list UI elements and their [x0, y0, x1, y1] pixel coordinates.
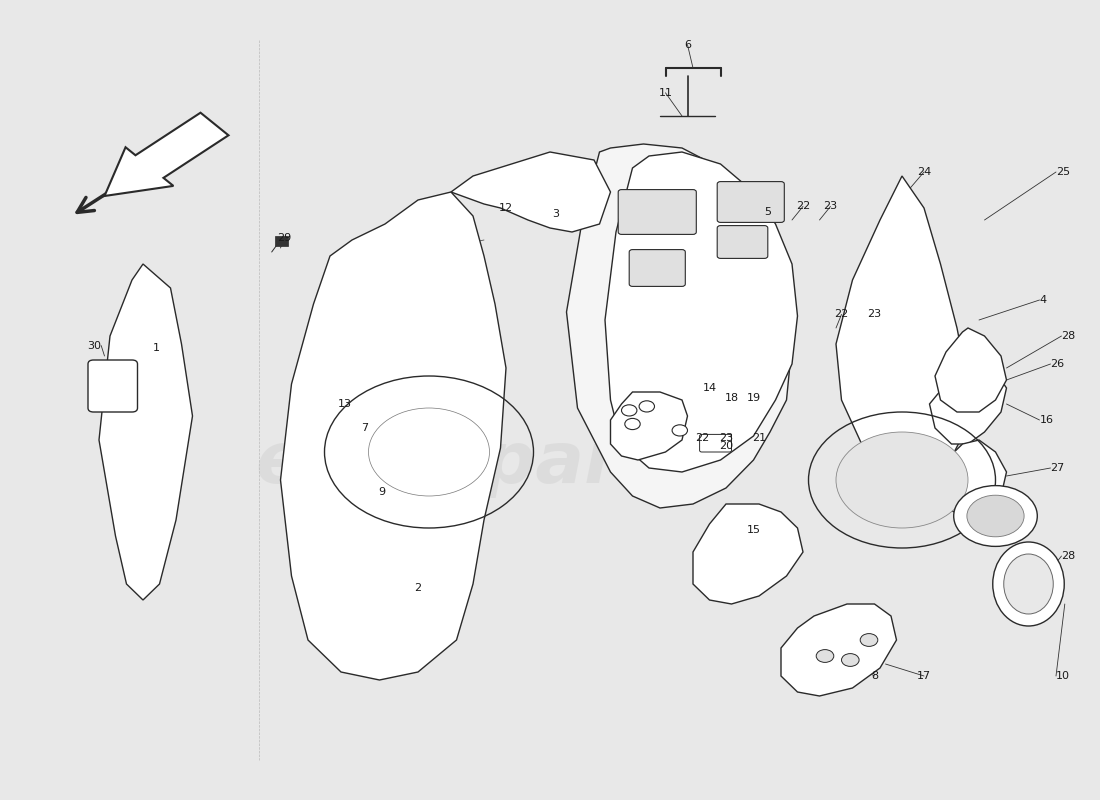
Polygon shape — [836, 176, 968, 480]
Text: 21: 21 — [752, 434, 766, 443]
Text: 22: 22 — [835, 310, 848, 319]
Text: 1: 1 — [153, 343, 159, 353]
Text: 22: 22 — [695, 434, 710, 443]
Text: 30: 30 — [87, 341, 101, 350]
FancyBboxPatch shape — [717, 182, 784, 222]
Polygon shape — [610, 392, 688, 460]
Circle shape — [816, 650, 834, 662]
FancyArrow shape — [104, 113, 229, 196]
Text: 19: 19 — [747, 394, 760, 403]
Polygon shape — [935, 440, 1006, 516]
FancyBboxPatch shape — [717, 226, 768, 258]
Ellipse shape — [992, 542, 1065, 626]
Circle shape — [954, 486, 1037, 546]
Polygon shape — [781, 604, 896, 696]
Text: 15: 15 — [747, 526, 760, 535]
Text: 5: 5 — [764, 207, 771, 217]
Text: 23: 23 — [824, 202, 837, 211]
Text: 3: 3 — [552, 210, 559, 219]
Text: 10: 10 — [1056, 671, 1070, 681]
Polygon shape — [99, 264, 192, 600]
Text: 6: 6 — [684, 40, 691, 50]
FancyBboxPatch shape — [629, 250, 685, 286]
Text: 13: 13 — [338, 399, 352, 409]
Text: 23: 23 — [868, 310, 881, 319]
Text: 23: 23 — [719, 434, 734, 443]
Text: 24: 24 — [917, 167, 931, 177]
Text: 9: 9 — [378, 487, 385, 497]
Text: 22: 22 — [796, 202, 810, 211]
Circle shape — [621, 405, 637, 416]
Text: 11: 11 — [659, 88, 672, 98]
Text: 25: 25 — [1056, 167, 1070, 177]
Polygon shape — [693, 504, 803, 604]
Text: 12: 12 — [499, 203, 513, 213]
Text: 16: 16 — [1040, 415, 1054, 425]
Circle shape — [967, 495, 1024, 537]
Text: 8: 8 — [871, 671, 878, 681]
Polygon shape — [930, 364, 1007, 444]
Polygon shape — [605, 152, 797, 472]
Text: 2: 2 — [415, 583, 421, 593]
Text: 27: 27 — [1050, 463, 1065, 473]
Text: 26: 26 — [1050, 359, 1065, 369]
FancyBboxPatch shape — [88, 360, 138, 412]
Ellipse shape — [1003, 554, 1054, 614]
Text: 17: 17 — [917, 671, 931, 681]
Text: 4: 4 — [1040, 295, 1046, 305]
Circle shape — [672, 425, 688, 436]
Text: 28: 28 — [1062, 551, 1076, 561]
Bar — [275, 236, 288, 246]
Text: 29: 29 — [277, 234, 290, 243]
Polygon shape — [280, 192, 506, 680]
Text: 18: 18 — [725, 394, 738, 403]
Text: 14: 14 — [703, 383, 716, 393]
Circle shape — [625, 418, 640, 430]
Text: 7: 7 — [362, 423, 369, 433]
FancyBboxPatch shape — [700, 434, 732, 452]
Text: 28: 28 — [1062, 331, 1076, 341]
FancyBboxPatch shape — [618, 190, 696, 234]
Text: 20: 20 — [719, 442, 733, 451]
Polygon shape — [566, 144, 792, 508]
Polygon shape — [451, 152, 611, 232]
Circle shape — [860, 634, 878, 646]
Text: eurospare: eurospare — [255, 430, 669, 498]
Circle shape — [842, 654, 859, 666]
Circle shape — [836, 432, 968, 528]
Circle shape — [639, 401, 654, 412]
Polygon shape — [935, 328, 1006, 412]
